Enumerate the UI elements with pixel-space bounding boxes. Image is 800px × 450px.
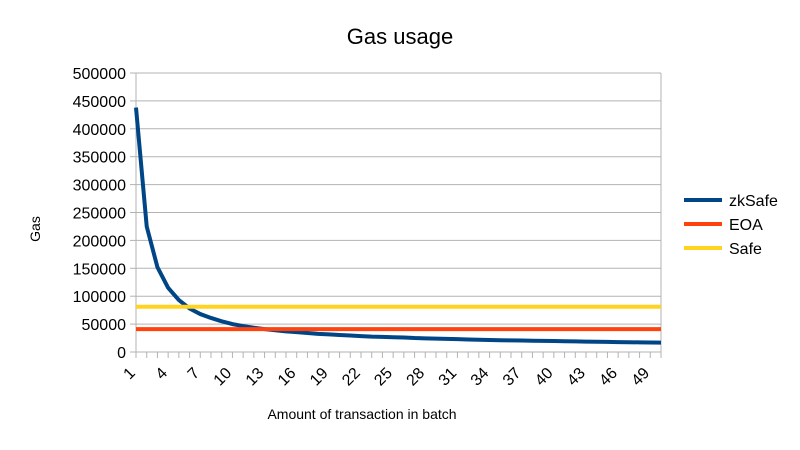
x-tick-label: 1	[121, 365, 139, 383]
chart-title: Gas usage	[347, 24, 453, 49]
plot-area	[134, 107, 662, 345]
y-tick-label: 350000	[73, 150, 126, 167]
x-axis-ticks: 1 4 7 10 13 16 19 22 25 28 31 34 37 40 43 46 49	[121, 352, 662, 390]
x-tick-label: 19	[307, 365, 332, 390]
x-tick-label: 7	[185, 365, 203, 383]
y-tick-label: 200000	[73, 233, 126, 250]
x-tick-label: 22	[339, 365, 364, 390]
x-tick-label: 31	[436, 365, 461, 390]
x-tick-label: 46	[596, 365, 621, 390]
y-tick-label: 100000	[73, 289, 126, 306]
legend: zkSafe EOA Safe	[684, 193, 778, 258]
x-tick-label: 34	[468, 365, 493, 390]
y-tick-label: 0	[117, 345, 126, 362]
y-axis-label: Gas	[27, 216, 43, 242]
y-tick-label: 150000	[73, 261, 126, 278]
x-tick-label: 4	[153, 365, 171, 383]
x-tick-label: 25	[371, 365, 396, 390]
x-tick-label: 13	[243, 365, 268, 390]
legend-label-eoa: EOA	[729, 217, 763, 234]
x-tick-label: 28	[404, 365, 429, 390]
y-tick-label: 50000	[82, 317, 127, 334]
grid-lines	[135, 72, 662, 353]
y-tick-label: 250000	[73, 206, 126, 223]
y-tick-label: 400000	[73, 122, 126, 139]
y-axis-ticks: 0 50000 100000 150000 200000 250000 300000 3500…	[73, 66, 136, 362]
x-tick-label: 43	[564, 365, 589, 390]
y-tick-label: 500000	[73, 66, 126, 83]
x-tick-label: 16	[275, 365, 300, 390]
x-tick-label: 40	[532, 365, 557, 390]
series-line-zksafe	[134, 107, 662, 345]
legend-label-safe: Safe	[729, 241, 762, 258]
x-tick-label: 37	[500, 365, 525, 390]
y-tick-label: 450000	[73, 94, 126, 111]
y-tick-label: 300000	[73, 178, 126, 195]
x-axis-label: Amount of transaction in batch	[267, 406, 456, 422]
x-tick-label: 10	[211, 365, 236, 390]
legend-label-zksafe: zkSafe	[729, 193, 778, 210]
x-tick-label: 49	[629, 365, 654, 390]
